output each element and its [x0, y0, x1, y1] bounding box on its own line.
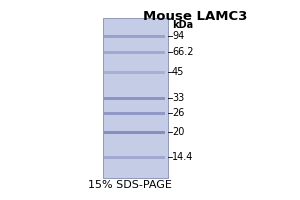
Text: 33: 33 [172, 93, 184, 103]
Bar [103, 18, 168, 178]
Bar [104, 112, 165, 114]
Text: Mouse LAMC3: Mouse LAMC3 [143, 10, 247, 23]
Bar [104, 34, 165, 38]
Text: kDa: kDa [172, 20, 193, 30]
Text: 15% SDS-PAGE: 15% SDS-PAGE [88, 180, 172, 190]
Text: 20: 20 [172, 127, 184, 137]
Text: 14.4: 14.4 [172, 152, 194, 162]
Bar [104, 71, 165, 73]
Bar [104, 156, 165, 158]
Text: 94: 94 [172, 31, 184, 41]
Text: 45: 45 [172, 67, 184, 77]
Bar [104, 50, 165, 53]
Bar [104, 97, 165, 99]
Text: 26: 26 [172, 108, 184, 118]
Text: 66.2: 66.2 [172, 47, 194, 57]
Bar [104, 130, 165, 134]
